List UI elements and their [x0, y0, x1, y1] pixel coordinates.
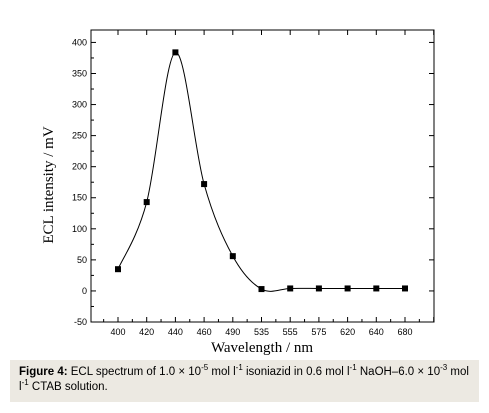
- caption-text-2: mol l: [208, 366, 236, 378]
- data-point: [172, 49, 179, 56]
- data-point: [115, 266, 121, 273]
- y-tick-label: 350: [72, 68, 87, 78]
- caption-sup-1: -5: [201, 363, 209, 373]
- data-point: [287, 285, 294, 292]
- x-tick-label: 555: [283, 327, 298, 337]
- data-point: [143, 199, 150, 206]
- x-tick-label: 400: [110, 327, 125, 337]
- y-tick-label: 100: [72, 224, 87, 234]
- caption-text-5: mol l: [19, 366, 469, 393]
- y-tick-label: 150: [72, 193, 87, 203]
- data-point: [373, 285, 380, 292]
- data-point: [344, 285, 351, 292]
- plot-axes: [90, 29, 435, 323]
- figure-label: Figure 4:: [19, 366, 68, 378]
- x-tick-label: 420: [139, 327, 154, 337]
- data-point: [201, 181, 208, 188]
- x-tick-label: 535: [254, 327, 269, 337]
- data-points: [115, 49, 408, 293]
- caption-sup-5: -1: [21, 378, 29, 388]
- fit-curve: [117, 51, 405, 292]
- y-tick-label: 300: [72, 100, 87, 110]
- caption-text-1: ECL spectrum of 1.0 × 10: [67, 366, 202, 378]
- y-tick-label: 250: [72, 131, 87, 141]
- x-tick-label: 460: [197, 327, 212, 337]
- caption-sup-3: -1: [349, 363, 357, 373]
- x-tick-label: 440: [168, 327, 183, 337]
- figure-caption: Figure 4: ECL spectrum of 1.0 × 10-5 mol…: [10, 360, 479, 402]
- y-tick-label: 50: [77, 255, 87, 265]
- ecl-spectrum-chart: -50 0 50 100 150 200 250 300 350 400 400 420 440 460…: [41, 29, 435, 356]
- x-tick-label: 490: [225, 327, 240, 337]
- y-tick-label: 400: [72, 37, 87, 47]
- data-point: [402, 285, 408, 292]
- y-tick-label: 0: [82, 286, 87, 296]
- y-tick-label: -50: [74, 317, 87, 327]
- x-tick-label: 680: [397, 327, 412, 337]
- caption-text-3: isoniazid in 0.6 mol l: [242, 366, 350, 378]
- x-axis-title: Wavelength / nm: [211, 340, 313, 356]
- plot-frame: [90, 29, 435, 323]
- data-point: [229, 253, 236, 260]
- x-tick-label: 640: [369, 327, 384, 337]
- caption-text-4: NaOH–6.0 × 10: [356, 366, 441, 378]
- y-axis-title: ECL intensity / mV: [41, 126, 57, 244]
- caption-sup-4: -3: [440, 363, 448, 373]
- x-tick-label: 620: [340, 327, 355, 337]
- data-point: [258, 286, 265, 293]
- caption-sup-2: -1: [235, 363, 243, 373]
- data-point: [315, 285, 322, 292]
- y-axis-ticks: -50 0 50 100 150 200 250 300 350 400: [72, 37, 434, 327]
- y-tick-label: 200: [72, 162, 87, 172]
- caption-text-6: CTAB solution.: [28, 381, 108, 393]
- x-axis-ticks: 400 420 440 460 490 535 555 575 620 640 680: [103, 30, 435, 337]
- x-tick-label: 575: [311, 327, 326, 337]
